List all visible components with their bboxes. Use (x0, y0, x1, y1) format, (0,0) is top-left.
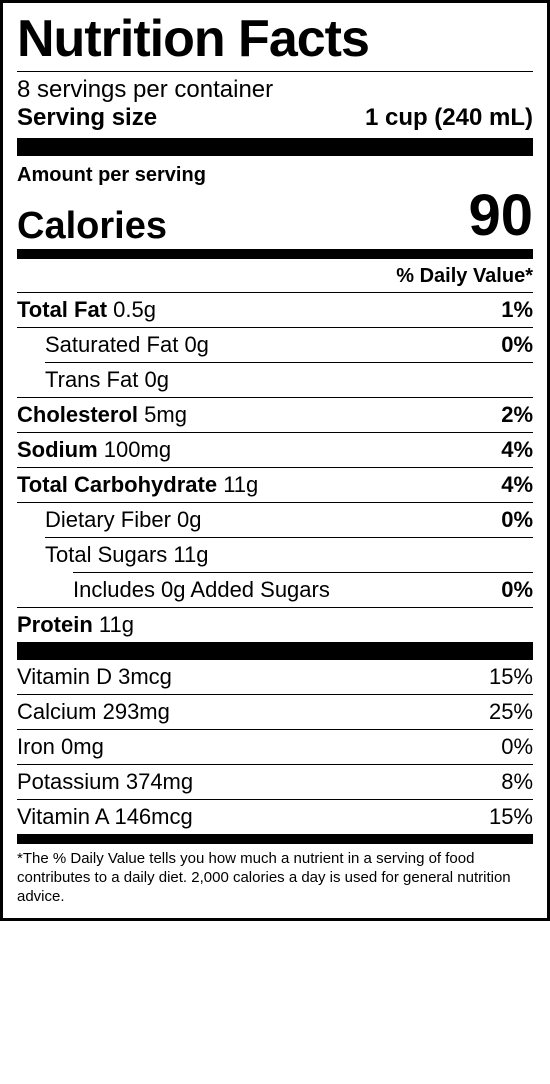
daily-value-header: % Daily Value* (17, 259, 533, 292)
footnote: *The % Daily Value tells you how much a … (17, 844, 533, 906)
thick-bar (17, 138, 533, 156)
title: Nutrition Facts (17, 13, 533, 71)
nutrition-label: Nutrition Facts 8 servings per container… (0, 0, 550, 921)
saturated-fat-row: Saturated Fat 0g 0% (17, 328, 533, 362)
calcium-row: Calcium 293mg 25% (17, 695, 533, 729)
total-carb-row: Total Carbohydrate 11g 4% (17, 468, 533, 502)
potassium-row: Potassium 374mg 8% (17, 765, 533, 799)
protein-row: Protein 11g (17, 608, 533, 642)
sodium-row: Sodium 100mg 4% (17, 433, 533, 467)
thick-bar-2 (17, 642, 533, 660)
total-fat-row: Total Fat 0.5g 1% (17, 293, 533, 327)
vitamin-a-row: Vitamin A 146mcg 15% (17, 800, 533, 834)
serving-size-label: Serving size (17, 104, 157, 132)
calories-label: Calories (17, 207, 167, 245)
serving-size-value: 1 cup (240 mL) (365, 104, 533, 132)
medium-bar (17, 249, 533, 259)
medium-bar-2 (17, 834, 533, 844)
calories-value: 90 (468, 187, 533, 245)
serving-size-row: Serving size 1 cup (240 mL) (17, 104, 533, 138)
servings-per-container: 8 servings per container (17, 72, 533, 104)
cholesterol-row: Cholesterol 5mg 2% (17, 398, 533, 432)
iron-row: Iron 0mg 0% (17, 730, 533, 764)
added-sugars-row: Includes 0g Added Sugars 0% (17, 573, 533, 607)
amount-per-serving: Amount per serving (17, 156, 533, 187)
calories-row: Calories 90 (17, 187, 533, 249)
total-sugars-row: Total Sugars 11g (17, 538, 533, 572)
trans-fat-row: Trans Fat 0g (17, 363, 533, 397)
dietary-fiber-row: Dietary Fiber 0g 0% (17, 503, 533, 537)
vitamin-d-row: Vitamin D 3mcg 15% (17, 660, 533, 694)
